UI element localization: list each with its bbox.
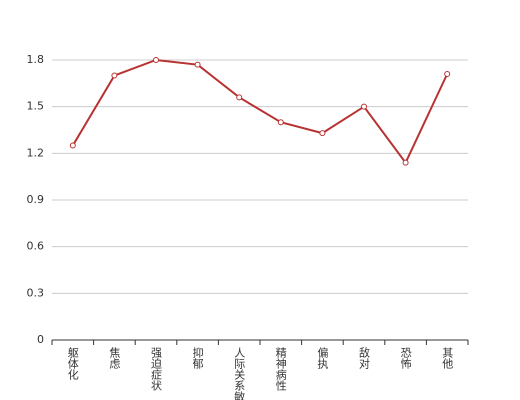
point — [444, 71, 451, 77]
y-tick-label: 1.5 — [27, 100, 45, 113]
x-tick-label: 人际关系敏感 — [233, 347, 246, 400]
y-tick-label: 0.9 — [27, 193, 45, 206]
point — [402, 159, 409, 166]
x-tick-label: 抑郁 — [191, 346, 204, 369]
point — [69, 142, 76, 149]
x-tick-label: 恐怖 — [399, 347, 412, 369]
point — [319, 130, 326, 137]
y-tick-label: 1.8 — [27, 53, 45, 66]
x-tick-label: 敌对 — [358, 346, 371, 369]
x-tick-label: 偏执 — [316, 346, 329, 370]
x-tick-label: 躯体化 — [66, 347, 79, 381]
x-tick-label: 精神病性 — [274, 347, 287, 392]
point — [236, 94, 243, 101]
y-tick-label: 1.2 — [27, 146, 45, 159]
y-tick-label: 0.3 — [27, 286, 45, 299]
point — [194, 61, 201, 68]
point — [111, 72, 118, 79]
x-tick-label: 其他 — [441, 347, 454, 369]
point — [277, 119, 284, 126]
point — [361, 103, 367, 110]
y-tick-label: 0.6 — [27, 240, 45, 253]
x-tick-label: 强迫症状 — [150, 347, 163, 391]
x-tick-label: 焦虑 — [108, 347, 121, 369]
y-tick-label: 0 — [37, 333, 44, 346]
point — [153, 57, 159, 63]
line — [71, 58, 449, 165]
